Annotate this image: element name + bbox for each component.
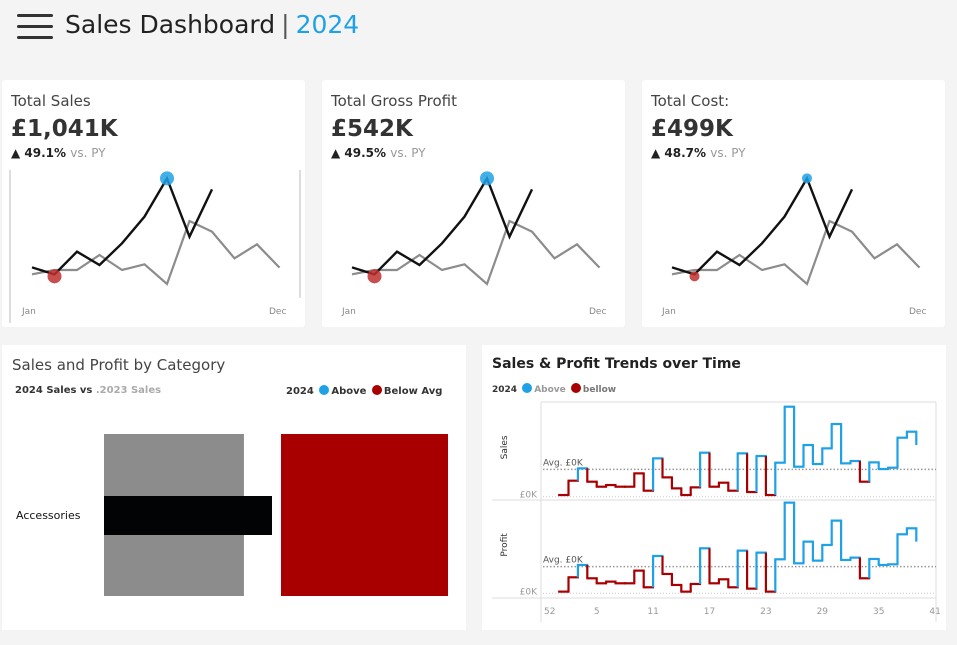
x-tick-label: 11 bbox=[647, 607, 658, 617]
sparkline-chart[interactable]: Jan Dec bbox=[642, 80, 945, 327]
title-text: Sales Dashboard bbox=[65, 10, 276, 39]
legend-below: bellow bbox=[582, 385, 617, 395]
average-label: Avg. £0K bbox=[543, 458, 584, 468]
min-point-marker bbox=[689, 271, 700, 282]
above-dot-icon bbox=[319, 385, 330, 395]
kpi-value: £499K bbox=[651, 116, 733, 142]
delta-label: vs. PY bbox=[390, 146, 426, 160]
trend-legend: 2024 Above bellow bbox=[492, 383, 616, 395]
category-label: Accessories bbox=[16, 509, 81, 522]
current-year-line bbox=[31, 175, 214, 276]
pane-label-sales: Sales bbox=[500, 435, 510, 459]
x-tick-label: 17 bbox=[704, 607, 715, 617]
x-label-start: Jan bbox=[661, 307, 676, 317]
min-point-marker bbox=[47, 269, 62, 284]
page-title: Sales Dashboard | 2024 bbox=[65, 10, 359, 39]
legend-year: 2024 bbox=[286, 386, 314, 397]
prior-year-line bbox=[351, 219, 601, 286]
x-label-end: Dec bbox=[909, 307, 926, 317]
hamburger-menu-icon[interactable] bbox=[17, 12, 53, 40]
category-bar-chart[interactable] bbox=[2, 345, 466, 630]
min-point-marker bbox=[367, 269, 382, 284]
category-panel: Sales and Profit by Category 2024 Sales … bbox=[2, 345, 466, 630]
x-tick-label: 29 bbox=[817, 607, 829, 617]
kpi-value: £542K bbox=[331, 116, 413, 142]
prior-year-line bbox=[31, 219, 281, 286]
bar-profit bbox=[281, 434, 448, 596]
below-dot-icon bbox=[570, 383, 581, 393]
max-point-marker bbox=[160, 171, 174, 186]
zero-label: £0K bbox=[520, 491, 538, 501]
legend-above: Above bbox=[331, 386, 367, 397]
legend-below: Below Avg bbox=[383, 386, 443, 397]
zero-label: £0K bbox=[520, 587, 538, 597]
trend-panel: Sales & Profit Trends over Time 2024 Abo… bbox=[482, 345, 946, 630]
prior-year-line bbox=[671, 219, 921, 286]
x-label-end: Dec bbox=[589, 307, 606, 317]
kpi-delta: ▲ 48.7% vs. PY bbox=[651, 146, 746, 160]
sparkline-chart[interactable]: Jan Dec bbox=[2, 80, 305, 327]
kpi-card-gross-profit[interactable]: Total Gross Profit £542K ▲ 49.5% vs. PY … bbox=[322, 80, 625, 327]
title-year: 2024 bbox=[295, 10, 360, 39]
panel-title: Sales & Profit Trends over Time bbox=[492, 356, 741, 372]
below-dot-icon bbox=[371, 385, 382, 395]
kpi-card-total-sales[interactable]: Total Sales £1,041K ▲ 49.1% vs. PY Jan De… bbox=[2, 80, 305, 327]
delta-value: 48.7% bbox=[664, 146, 707, 160]
max-point-marker bbox=[802, 173, 812, 184]
trend-step-chart[interactable]: Sales Avg. £0K £0K Profit Avg. £0K £0K 52 5 11 17… bbox=[482, 345, 946, 630]
bar-2024-sales bbox=[104, 496, 272, 535]
above-dot-icon bbox=[522, 383, 533, 393]
subtitle-2023: .2023 Sales bbox=[95, 385, 162, 396]
delta-value: 49.1% bbox=[24, 146, 67, 160]
title-separator: | bbox=[281, 10, 290, 39]
kpi-title: Total Cost: bbox=[651, 92, 730, 110]
kpi-card-total-cost[interactable]: Total Cost: £499K ▲ 48.7% vs. PY Jan Dec bbox=[642, 80, 945, 327]
delta-label: vs. PY bbox=[710, 146, 746, 160]
up-arrow-icon: ▲ bbox=[331, 146, 341, 160]
kpi-delta: ▲ 49.1% vs. PY bbox=[11, 146, 106, 160]
max-point-marker bbox=[480, 171, 494, 186]
kpi-value: £1,041K bbox=[11, 116, 118, 142]
pane-label-profit: Profit bbox=[500, 533, 510, 557]
x-label-start: Jan bbox=[21, 307, 36, 317]
legend-above: Above bbox=[534, 385, 566, 395]
category-legend: 2024 Above Below Avg bbox=[286, 385, 442, 397]
kpi-delta: ▲ 49.5% vs. PY bbox=[331, 146, 426, 160]
sparkline-chart[interactable]: Jan Dec bbox=[322, 80, 625, 327]
average-label: Avg. £0K bbox=[543, 556, 584, 566]
delta-label: vs. PY bbox=[70, 146, 106, 160]
category-subtitle: 2024 Sales vs .2023 Sales bbox=[15, 385, 161, 396]
current-year-line bbox=[671, 175, 854, 276]
x-tick-label: 23 bbox=[760, 607, 771, 617]
legend-year: 2024 bbox=[492, 385, 518, 395]
kpi-title: Total Gross Profit bbox=[331, 92, 457, 110]
x-tick-label: 41 bbox=[929, 607, 940, 617]
panel-title: Sales and Profit by Category bbox=[12, 356, 226, 374]
up-arrow-icon: ▲ bbox=[11, 146, 21, 160]
x-label-end: Dec bbox=[269, 307, 286, 317]
x-label-start: Jan bbox=[341, 307, 356, 317]
x-tick-label: 52 bbox=[544, 607, 555, 617]
subtitle-2024: 2024 Sales vs bbox=[15, 385, 96, 396]
current-year-line bbox=[351, 175, 534, 276]
kpi-title: Total Sales bbox=[11, 92, 91, 110]
x-tick-label: 35 bbox=[873, 607, 884, 617]
up-arrow-icon: ▲ bbox=[651, 146, 661, 160]
x-tick-label: 5 bbox=[594, 607, 600, 617]
delta-value: 49.5% bbox=[344, 146, 387, 160]
